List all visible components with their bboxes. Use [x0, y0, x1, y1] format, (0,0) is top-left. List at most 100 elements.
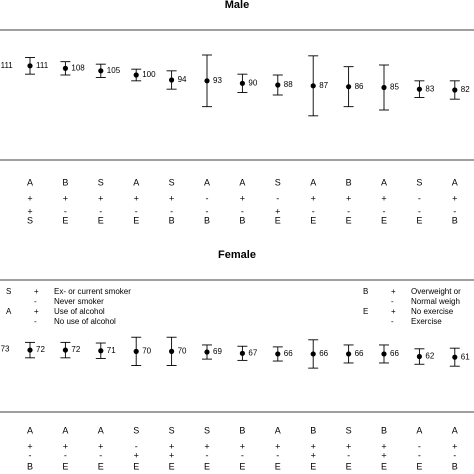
category-code: B — [169, 215, 175, 225]
category-code: + — [311, 441, 316, 451]
category-code: + — [63, 193, 68, 203]
category-code: + — [169, 450, 174, 460]
point — [27, 347, 33, 353]
legend-sign: + — [34, 287, 39, 296]
category-code: + — [311, 193, 316, 203]
value-label: 94 — [178, 75, 187, 84]
category-code: B — [239, 215, 245, 225]
category-code: - — [418, 193, 421, 203]
category-code: B — [381, 425, 387, 435]
point — [98, 68, 104, 74]
category-code: E — [239, 461, 245, 471]
category-code: - — [276, 193, 279, 203]
category-code: A — [381, 177, 387, 187]
category-code: - — [418, 206, 421, 216]
point — [346, 84, 352, 90]
point — [239, 350, 245, 356]
legend-sign: - — [391, 297, 394, 306]
category-code: - — [206, 206, 209, 216]
category-code: E — [275, 461, 281, 471]
category-code: - — [453, 206, 456, 216]
category-code: S — [27, 215, 33, 225]
value-label: 67 — [248, 348, 257, 357]
category-code: A — [133, 177, 139, 187]
category-code: + — [134, 193, 139, 203]
category-code: + — [311, 450, 316, 460]
legend-text: Exercise — [411, 317, 442, 326]
category-code: E — [416, 461, 422, 471]
legend-text: Use of alcohol — [54, 307, 105, 316]
value-label: 83 — [425, 84, 434, 93]
category-code: + — [275, 441, 280, 451]
category-code: S — [346, 425, 352, 435]
value-label: 100 — [142, 70, 156, 79]
category-code: + — [240, 441, 245, 451]
point — [169, 348, 175, 354]
category-code: E — [98, 215, 104, 225]
category-code: + — [275, 206, 280, 216]
category-code: + — [452, 193, 457, 203]
category-code: E — [62, 215, 68, 225]
category-code: A — [62, 425, 68, 435]
point — [62, 65, 68, 71]
category-code: + — [346, 441, 351, 451]
category-code: - — [135, 441, 138, 451]
category-code: E — [133, 461, 139, 471]
legend-text: No exercise — [411, 307, 454, 316]
legend-sign: - — [391, 317, 394, 326]
category-code: B — [346, 177, 352, 187]
category-code: A — [27, 425, 33, 435]
category-code: + — [27, 206, 32, 216]
category-code: B — [239, 425, 245, 435]
category-code: - — [418, 441, 421, 451]
category-code: - — [135, 206, 138, 216]
legend-symbol: S — [6, 287, 11, 296]
category-code: + — [27, 193, 32, 203]
value-label: 72 — [36, 345, 45, 354]
value-label: 72 — [71, 345, 80, 354]
value-label: 66 — [319, 349, 328, 358]
point — [275, 351, 281, 357]
value-label: 71 — [107, 346, 116, 355]
point — [452, 87, 458, 93]
category-code: B — [204, 215, 210, 225]
value-label: 69 — [213, 347, 222, 356]
point — [169, 77, 175, 83]
category-code: E — [98, 461, 104, 471]
point — [204, 78, 210, 84]
legend-sign: + — [391, 307, 396, 316]
value-label: 90 — [248, 78, 257, 87]
legend-text: Never smoker — [54, 297, 104, 306]
value-label: 70 — [142, 346, 151, 355]
legend-symbol: A — [6, 307, 12, 316]
category-code: S — [98, 177, 104, 187]
category-code: + — [381, 450, 386, 460]
category-code: B — [452, 215, 458, 225]
point — [381, 84, 387, 91]
value-label: 108 — [71, 63, 85, 72]
category-code: + — [169, 193, 174, 203]
category-code: - — [241, 450, 244, 460]
point — [346, 351, 352, 357]
category-code: + — [381, 441, 386, 451]
legend-symbol: E — [363, 307, 368, 316]
category-code: + — [240, 193, 245, 203]
category-code: S — [416, 177, 422, 187]
category-code: S — [204, 425, 210, 435]
category-code: + — [63, 441, 68, 451]
value-label: 66 — [355, 349, 364, 358]
value-label: 62 — [425, 352, 434, 361]
category-code: - — [170, 206, 173, 216]
category-code: S — [169, 425, 175, 435]
category-code: A — [310, 177, 316, 187]
category-code: - — [276, 450, 279, 460]
category-code: + — [381, 193, 386, 203]
legend-text: Ex- or current smoker — [54, 287, 131, 296]
category-code: + — [134, 450, 139, 460]
category-code: - — [312, 206, 315, 216]
legend-sign: + — [34, 307, 39, 316]
category-code: + — [204, 441, 209, 451]
category-code: + — [98, 441, 103, 451]
point — [133, 72, 139, 78]
legend-text: No use of alcohol — [54, 317, 116, 326]
